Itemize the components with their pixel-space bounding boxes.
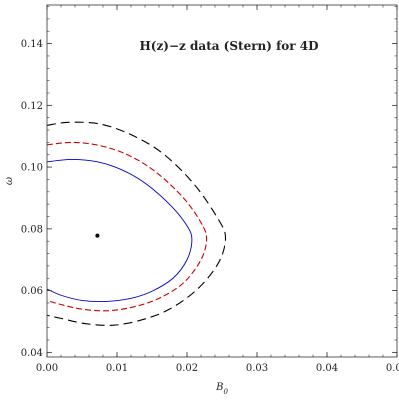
x-tick-label: 0.04 bbox=[316, 363, 338, 374]
contour-2 bbox=[46, 141, 208, 312]
x-axis-label-sub: 0 bbox=[223, 388, 228, 396]
x-tick-label: 0.03 bbox=[246, 363, 268, 374]
y-tick-label: 0.06 bbox=[21, 286, 43, 297]
x-axis-label-main: B bbox=[215, 382, 223, 393]
x-tick-label: 0.02 bbox=[176, 363, 198, 374]
x-tick-label: 0.01 bbox=[106, 363, 128, 374]
contour-3 bbox=[46, 121, 227, 326]
best-fit-point bbox=[95, 233, 100, 238]
y-tick-label: 0.08 bbox=[21, 224, 43, 235]
y-tick-label: 0.14 bbox=[21, 39, 43, 50]
y-axis-label: ω bbox=[4, 177, 15, 185]
chart-title: H(z)−z data (Stern) for 4D bbox=[139, 39, 318, 53]
y-tick-label: 0.10 bbox=[21, 163, 43, 174]
ticks-layer: 0.00 0.01 0.02 0.03 0.04 0.05 0.04 0.06 0.08 0.10… bbox=[21, 5, 399, 374]
contours-layer bbox=[46, 121, 227, 326]
x-tick-label: 0.00 bbox=[36, 363, 58, 374]
plot-frame bbox=[46, 4, 398, 358]
y-tick-label: 0.12 bbox=[21, 101, 43, 112]
contour-1 bbox=[46, 158, 193, 303]
x-tick-label: 0.05 bbox=[386, 363, 399, 374]
x-axis-label: B0 bbox=[215, 382, 228, 396]
y-tick-label: 0.04 bbox=[21, 348, 43, 359]
